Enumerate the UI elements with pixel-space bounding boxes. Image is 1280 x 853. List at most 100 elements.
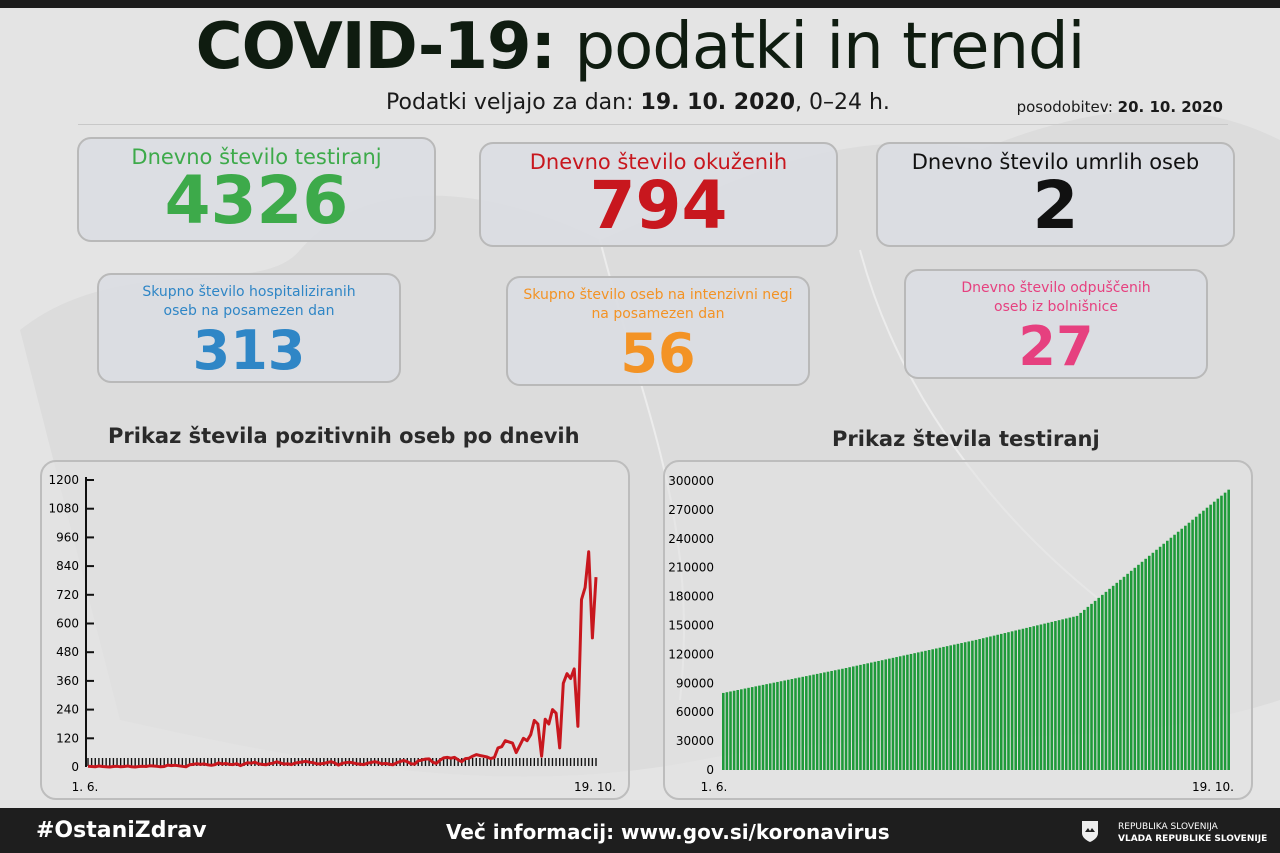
- y-tick-label: 120: [56, 731, 79, 745]
- bar: [801, 676, 805, 770]
- bar: [1155, 549, 1158, 770]
- bar: [1057, 620, 1061, 770]
- bar: [949, 645, 953, 770]
- y-tick-label: 840: [56, 559, 79, 573]
- bar: [1054, 621, 1057, 770]
- bar: [934, 648, 938, 770]
- bar: [790, 679, 794, 770]
- y-tick-label: 120000: [668, 647, 714, 661]
- bar: [906, 654, 909, 770]
- bar: [1198, 513, 1202, 770]
- bar: [851, 666, 855, 770]
- title-rest: podatki in trendi: [555, 10, 1085, 84]
- bar: [750, 687, 754, 770]
- card-label: Dnevno število testiranj: [131, 145, 382, 169]
- gov-line2: VLADA REPUBLIKE SLOVENIJE: [1118, 834, 1268, 844]
- bar: [765, 684, 768, 770]
- bar: [967, 641, 971, 770]
- chart-title-tests: Prikaz števila testiranj: [832, 427, 1100, 451]
- bar: [1187, 522, 1191, 770]
- more-info-link[interactable]: Več informacij: www.gov.si/koronavirus: [446, 820, 890, 844]
- bar: [1061, 619, 1064, 770]
- top-bar: [0, 0, 1280, 8]
- bar: [999, 633, 1003, 770]
- bar: [1072, 616, 1075, 770]
- bar: [823, 672, 826, 770]
- update-prefix: posodobitev:: [1016, 98, 1118, 116]
- bar: [1079, 612, 1082, 770]
- bar: [1223, 492, 1227, 770]
- bar: [772, 682, 776, 770]
- update-date: 20. 10. 2020: [1117, 98, 1223, 116]
- bar: [1147, 555, 1151, 770]
- bar: [855, 665, 859, 770]
- bar: [1202, 510, 1205, 770]
- bar: [758, 685, 761, 770]
- y-tick-label: 600: [56, 617, 79, 631]
- bar: [1032, 626, 1036, 770]
- y-tick-label: 90000: [676, 676, 714, 690]
- subtitle-suffix: , 0–24 h.: [795, 90, 890, 115]
- subtitle: Podatki veljajo za dan: 19. 10. 2020, 0–…: [386, 90, 890, 115]
- card-label: Dnevno število odpuščenih oseb iz bolniš…: [961, 280, 1151, 315]
- bar: [989, 636, 992, 770]
- bar: [888, 658, 891, 770]
- subtitle-date: 19. 10. 2020: [640, 90, 796, 115]
- divider: [78, 124, 1228, 125]
- bar: [1158, 546, 1162, 770]
- bar: [1046, 622, 1050, 770]
- bar: [786, 679, 790, 770]
- bar: [985, 637, 989, 770]
- bar: [1097, 597, 1101, 770]
- slovenia-coat-of-arms-icon: [1082, 821, 1098, 842]
- bar: [895, 657, 898, 770]
- y-tick-label: 240000: [668, 532, 714, 546]
- bar: [1025, 627, 1028, 770]
- y-tick-label: 240: [56, 703, 79, 717]
- bar: [960, 643, 963, 770]
- card-hospitalized: Skupno število hospitaliziranih oseb na …: [97, 273, 401, 383]
- card-value: 313: [192, 319, 306, 382]
- bar: [1093, 600, 1097, 770]
- bar: [779, 681, 783, 770]
- positive-chart-box: [40, 460, 630, 800]
- bar: [931, 649, 934, 770]
- bar: [974, 639, 978, 770]
- bar: [1140, 561, 1144, 770]
- bar: [862, 664, 866, 770]
- bar: [924, 650, 927, 770]
- bar: [981, 638, 985, 770]
- bar: [873, 661, 877, 770]
- bar: [945, 646, 949, 770]
- chart-title-positive: Prikaz števila pozitivnih oseb po dnevih: [108, 424, 580, 448]
- bar: [898, 656, 902, 770]
- card-label: Dnevno število umrlih oseb: [911, 150, 1200, 174]
- bar: [1014, 630, 1018, 770]
- bar: [1043, 623, 1046, 770]
- bar: [1166, 540, 1169, 770]
- bar: [1144, 558, 1147, 770]
- card-value: 56: [620, 322, 696, 385]
- card-value: 2: [1032, 167, 1079, 244]
- y-tick-label: 180000: [668, 590, 714, 604]
- bar: [1216, 498, 1220, 770]
- bar: [866, 663, 869, 770]
- bar: [927, 650, 931, 770]
- bar: [1212, 501, 1216, 770]
- bar: [725, 692, 729, 770]
- bar: [1010, 631, 1014, 770]
- title-bold: COVID-19:: [195, 10, 557, 84]
- y-tick-label: 360: [56, 674, 79, 688]
- bar: [1064, 618, 1068, 770]
- bar: [1115, 582, 1119, 770]
- bar: [1119, 579, 1122, 770]
- x-start-label: 1. 6.: [701, 780, 728, 794]
- bar: [1068, 617, 1072, 770]
- hashtag: #OstaniZdrav: [36, 818, 207, 843]
- bar: [1090, 603, 1093, 770]
- bar: [1162, 543, 1166, 770]
- y-tick-label: 0: [71, 760, 79, 774]
- bar: [1209, 504, 1212, 770]
- bar: [884, 659, 888, 770]
- footer: #OstaniZdrav Več informacij: www.gov.si/…: [0, 808, 1280, 853]
